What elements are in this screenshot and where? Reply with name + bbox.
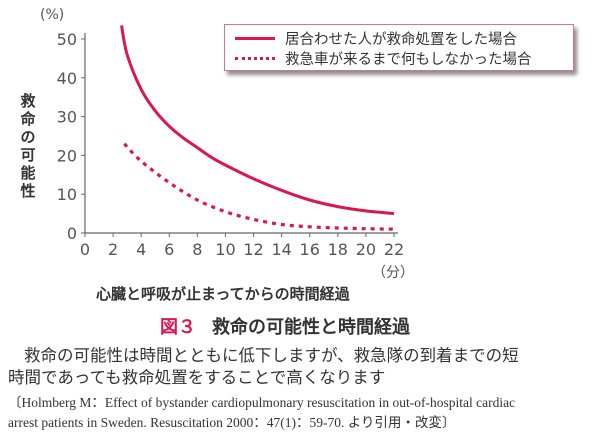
x-tick-label: 16	[300, 240, 320, 259]
y-tick-label: 50	[57, 30, 77, 49]
figure-title: 救命の可能性と時間経過	[212, 317, 410, 338]
y-tick-label: 20	[57, 146, 77, 165]
x-tick-label: 22	[384, 240, 404, 259]
y-axis-title: 救 命 の 可 能 性	[20, 92, 36, 200]
chart-axes	[84, 33, 398, 234]
x-tick-label: 6	[164, 240, 174, 259]
legend-item-bystander: 居合わせた人が救命処置をした場合	[235, 29, 517, 48]
citation: 〔Holmberg M：Effect of bystander cardiopu…	[8, 395, 516, 430]
x-axis-unit: （分）	[372, 265, 414, 281]
series-bystander-line	[120, 25, 395, 216]
solid-line-swatch-icon	[235, 36, 275, 40]
legend-label: 救急車が来るまで何もしなかった場合	[285, 51, 532, 68]
x-tick-label: 2	[108, 240, 118, 259]
figure-description: 救命の可能性は時間とともに低下しますが、救急隊の到着までの短 時間であっても救命…	[8, 346, 519, 387]
y-tick-label: 0	[67, 224, 77, 243]
series-no-action-line	[123, 142, 395, 231]
x-tick-label: 8	[192, 240, 202, 259]
chart-legend: 居合わせた人が救命処置をした場合 救急車が来るまで何もしなかった場合	[224, 24, 574, 71]
x-tick-label: 10	[215, 240, 235, 259]
x-axis-title: 心臓と呼吸が止まってからの時間経過	[96, 285, 350, 303]
y-tick-label: 10	[57, 185, 77, 204]
legend-item-no-action: 救急車が来るまで何もしなかった場合	[235, 49, 532, 68]
y-tick-label: 40	[57, 69, 77, 88]
x-tick-label: 14	[271, 240, 291, 259]
x-tick-label: 0	[80, 240, 90, 259]
chart-series	[120, 25, 395, 231]
x-tick-label: 4	[136, 240, 146, 259]
x-tick-label: 12	[243, 240, 263, 259]
legend-label: 居合わせた人が救命処置をした場合	[285, 31, 517, 48]
y-axis-unit: (%)	[40, 7, 65, 23]
x-tick-label: 20	[356, 240, 376, 259]
figure-caption-title: 図３ 救命の可能性と時間経過	[160, 313, 410, 339]
y-tick-label: 30	[57, 108, 77, 127]
dotted-line-swatch-icon	[235, 56, 275, 60]
x-tick-label: 18	[328, 240, 348, 259]
figure-number: 図３	[160, 317, 196, 338]
